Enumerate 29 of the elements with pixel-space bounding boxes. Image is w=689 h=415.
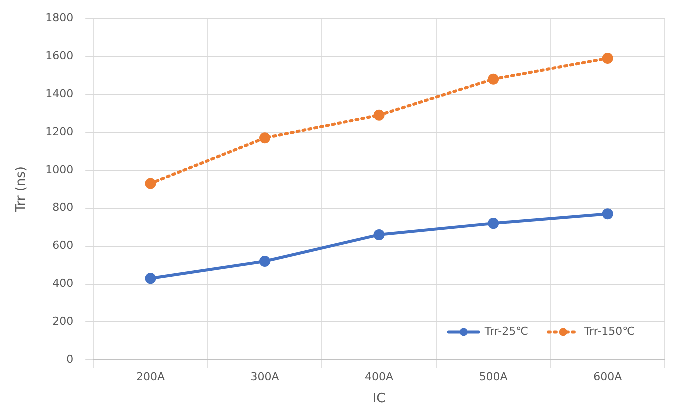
- point: [260, 256, 271, 268]
- y-tick-label: 400: [52, 277, 74, 290]
- point: [145, 178, 156, 190]
- point: [145, 273, 156, 284]
- point: [488, 218, 500, 230]
- y-tick-label: 0: [66, 353, 74, 366]
- x-axis-title: IC: [372, 392, 386, 407]
- y-axis-title: Trr (ns): [14, 166, 30, 214]
- y-tick-label: 1200: [46, 125, 74, 138]
- point: [602, 52, 614, 64]
- x-tick-label: 600A: [594, 370, 623, 384]
- x-tick-label: 400A: [365, 370, 394, 384]
- point: [260, 132, 271, 144]
- y-tick-label: 200: [52, 315, 74, 328]
- x-tick-label: 200A: [136, 370, 166, 384]
- y-tick-label: 800: [52, 201, 74, 214]
- point: [488, 74, 500, 85]
- y-tick-label: 1800: [46, 11, 74, 24]
- point: [374, 110, 385, 121]
- x-tick-label: 500A: [479, 370, 508, 384]
- legend-label: Trr-25℃: [484, 325, 528, 338]
- y-tick-label: 1000: [46, 163, 74, 176]
- y-tick-label: 600: [52, 239, 74, 252]
- point: [374, 229, 385, 240]
- y-tick-label: 1400: [46, 87, 74, 100]
- point: [602, 208, 614, 220]
- y-tick-label: 1600: [46, 49, 74, 62]
- x-tick-label: 300A: [250, 370, 280, 384]
- legend-label: Trr-150℃: [583, 325, 636, 338]
